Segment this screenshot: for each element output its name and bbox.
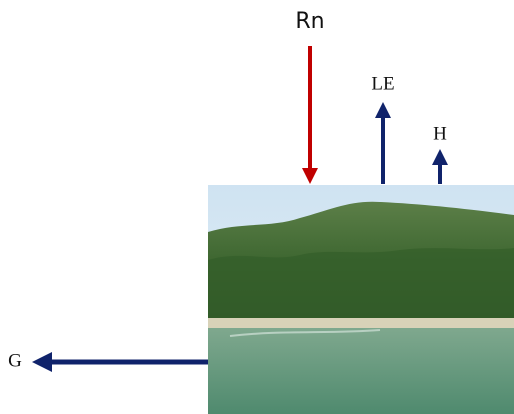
- h-label: H: [433, 123, 447, 144]
- rn-label: Rn: [295, 9, 324, 34]
- landscape-photo: [208, 185, 514, 414]
- g-label: G: [8, 350, 22, 371]
- diagram: Rn LE H G: [0, 0, 514, 414]
- le-label: LE: [371, 73, 394, 94]
